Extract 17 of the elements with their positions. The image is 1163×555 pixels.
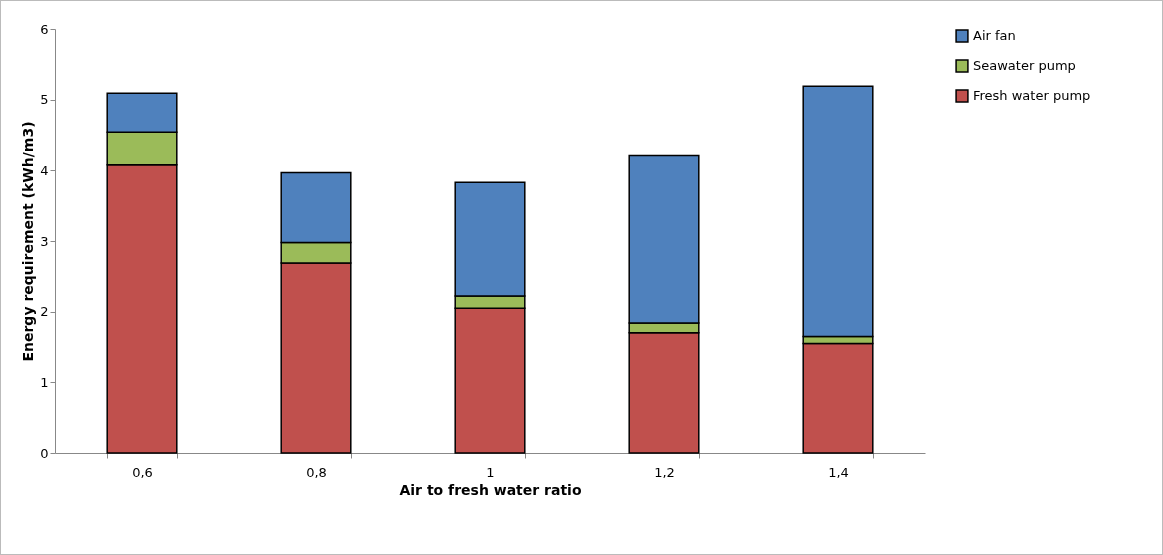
- x-tick-label: 0,6: [132, 464, 153, 480]
- y-tick-label: 5: [40, 92, 49, 108]
- y-tick-label: 3: [40, 233, 49, 249]
- y-tick-label: 1: [40, 374, 49, 390]
- y-tick-label: 2: [40, 304, 49, 320]
- legend-label: Fresh water pump: [973, 88, 1091, 103]
- y-tick-label: 0: [40, 445, 49, 461]
- y-tick-label: 6: [40, 21, 49, 37]
- legend-label: Seawater pump: [973, 58, 1076, 73]
- x-tick-label: 1,4: [828, 464, 849, 480]
- y-tick-label: 4: [40, 162, 49, 178]
- x-axis-title: Air to fresh water ratio: [399, 481, 582, 498]
- y-axis-title: Energy requirement (kWh/m3): [20, 121, 37, 362]
- x-tick-label: 1: [486, 464, 495, 480]
- x-tick-label: 0,8: [306, 464, 327, 480]
- x-tick-label: 1,2: [654, 464, 675, 480]
- legend-label: Air fan: [973, 28, 1016, 43]
